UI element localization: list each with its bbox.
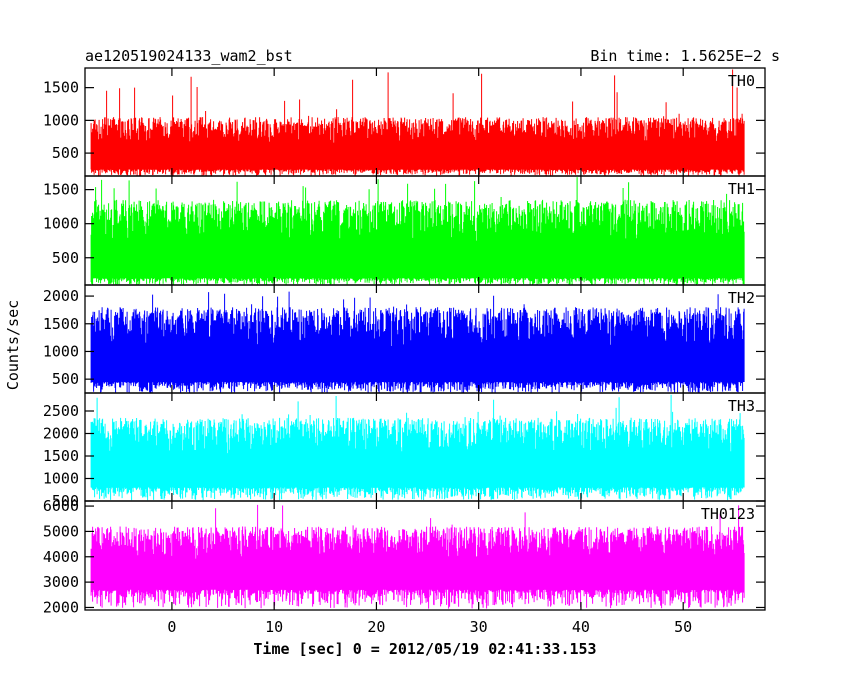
panels-group: TH0 500 1000 1500 TH1 500 1000 1500 TH2 500 1000 15… [43,67,766,616]
y-tick-label: 1000 [43,111,79,129]
y-tick-label: 2000 [43,425,79,443]
panel-th0: TH0 500 1000 1500 [43,67,766,177]
panel-label: TH2 [728,289,755,307]
y-tick-label: 500 [52,370,79,388]
y-tick-label: 1000 [43,215,79,233]
y-tick-label: 1000 [43,342,79,360]
y-tick-label: 5000 [43,522,79,540]
y-tick-label: 2000 [43,598,79,616]
panel-label: TH0123 [701,505,755,523]
panel-label: TH0 [728,72,755,90]
y-tick-label: 4000 [43,548,79,566]
panel-th3: TH3 500 1000 1500 2000 2500 [43,392,766,510]
x-tick-label: 30 [470,618,488,636]
y-tick-label: 1500 [43,447,79,465]
x-tick-label: 20 [367,618,385,636]
series-th2 [90,291,745,393]
series-th0123 [90,504,745,609]
panel-label: TH1 [728,180,755,198]
y-tick-label: 3000 [43,573,79,591]
x-tick-label: 40 [572,618,590,636]
y-tick-label: 1500 [43,79,79,97]
x-tick-label: 50 [674,618,692,636]
x-axis: 0 10 20 30 40 50 [167,618,692,636]
y-tick-label: 1500 [43,315,79,333]
y-axis-label: Counts/sec [4,300,22,390]
y-tick-label: 500 [52,144,79,162]
x-axis-label: Time [sec] 0 = 2012/05/19 02:41:33.153 [253,640,596,658]
y-tick-label: 1500 [43,181,79,199]
y-tick-label: 500 [52,492,79,510]
panel-th2: TH2 500 1000 1500 2000 [43,284,766,394]
chart-title: ae120519024133_wam2_bst [85,47,293,65]
y-tick-label: 6000 [43,497,79,515]
panel-label: TH3 [728,397,755,415]
x-tick-label: 0 [167,618,176,636]
y-tick-label: 1000 [43,470,79,488]
y-tick-label: 500 [52,249,79,267]
series-th3 [90,394,745,501]
y-tick-label: 2000 [43,287,79,305]
series-th0 [90,69,745,176]
y-tick-label: 2500 [43,402,79,420]
series-th1 [90,177,745,285]
panel-th0123: TH0123 2000 3000 4000 5000 6000 [43,497,766,616]
panel-th1: TH1 500 1000 1500 [43,175,766,286]
bin-time-label: Bin time: 1.5625E−2 s [590,47,780,65]
x-tick-label: 10 [265,618,283,636]
panel-frame [84,500,766,611]
